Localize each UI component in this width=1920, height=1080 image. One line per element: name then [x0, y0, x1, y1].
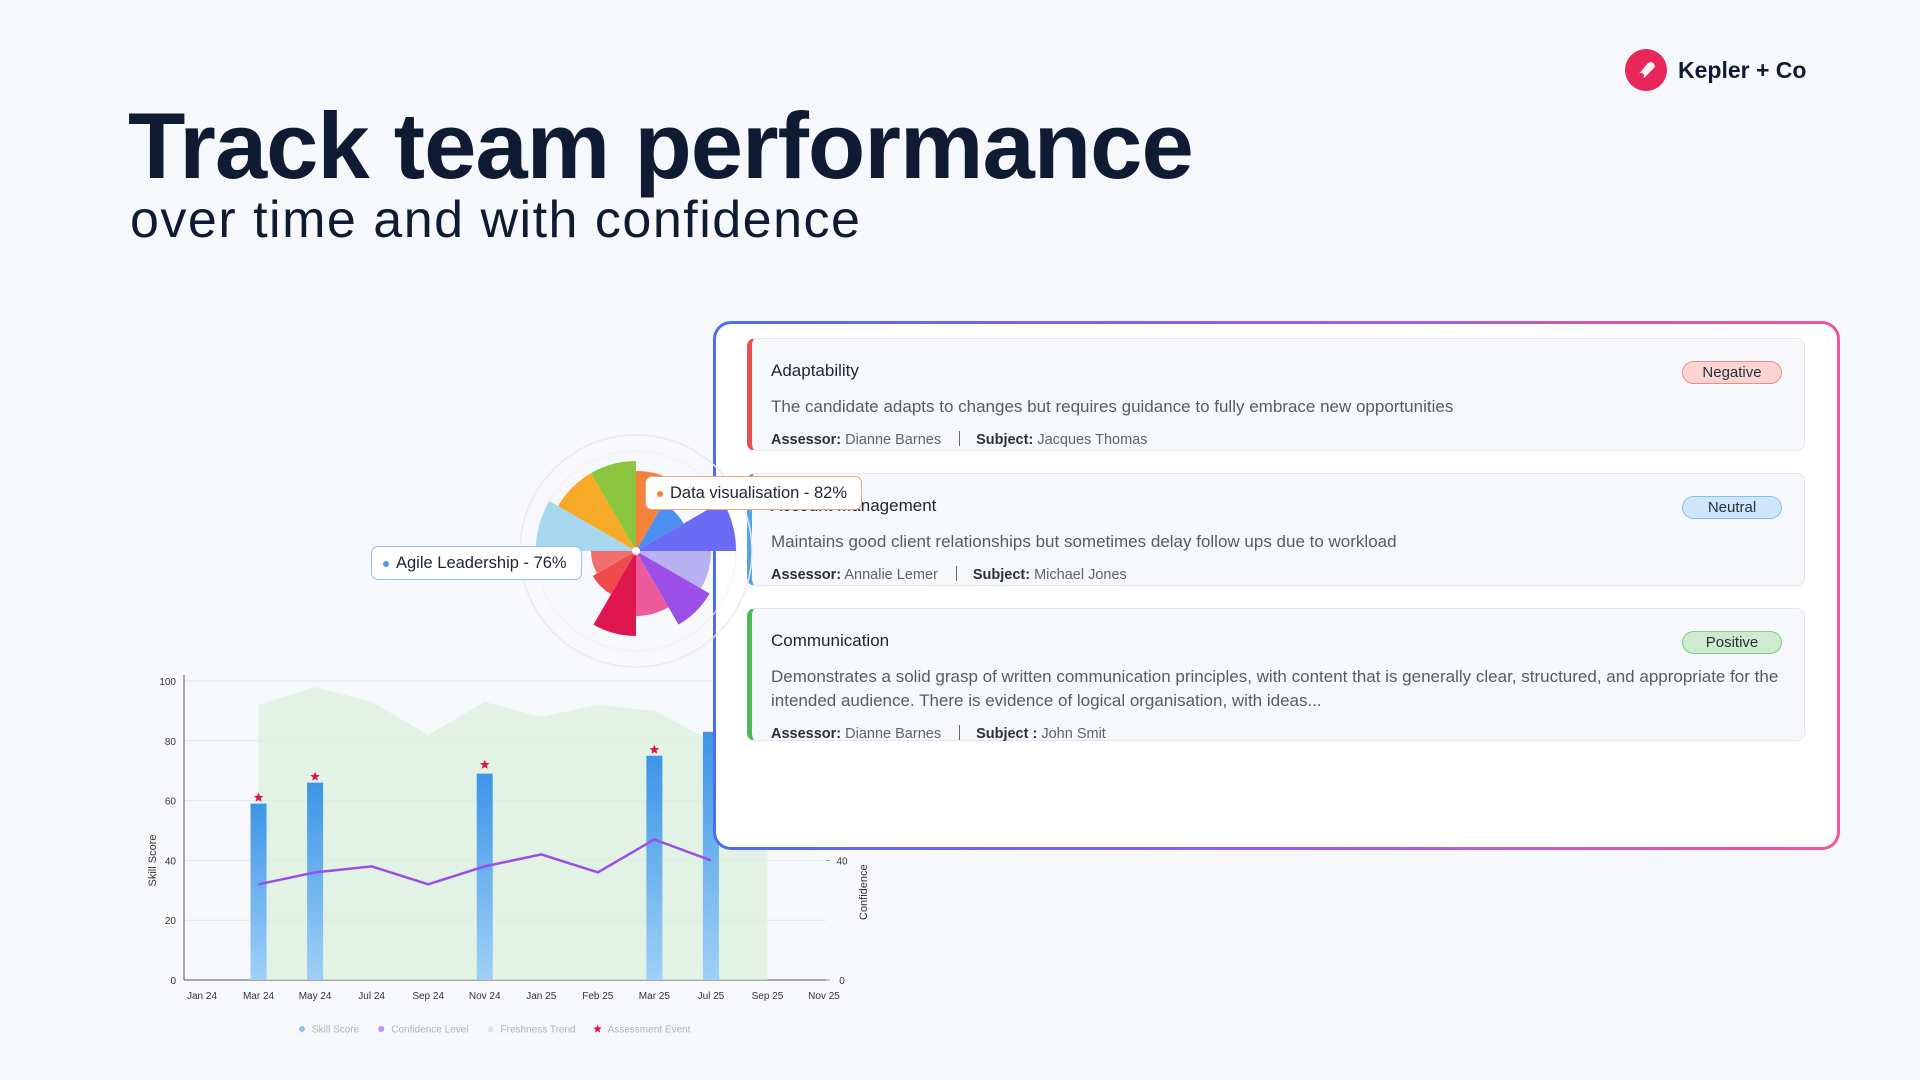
event-marker [253, 792, 264, 802]
legend-marker [299, 1026, 305, 1032]
wheel-slice[interactable] [592, 551, 636, 595]
feedback-meta: Assessor: Dianne Barnes Subject : John Sm… [771, 725, 1784, 742]
subject-label: Subject : [976, 726, 1038, 742]
wheel-slice[interactable] [636, 503, 684, 551]
feedback-title: Adaptability [771, 361, 859, 380]
legend-label: Freshness Trend [501, 1025, 576, 1036]
wheel-slice[interactable] [636, 551, 669, 616]
assessor-label: Assessor: [771, 567, 842, 583]
separator [955, 566, 957, 581]
subheadline: over time and with confidence [130, 191, 862, 249]
y-axis-title: Skill Score [147, 835, 159, 887]
assessor-label: Assessor: [771, 726, 842, 742]
y-tick-label: 80 [165, 737, 177, 748]
brand[interactable]: Kepler + Co [1624, 48, 1806, 92]
feedback-meta: Assessor: Annalie Lemer Subject: Michael … [771, 566, 1784, 583]
wheel-tooltip: Agile Leadership - 76% [371, 546, 582, 580]
bar [476, 773, 493, 980]
wheel-slice[interactable] [636, 551, 712, 589]
line [258, 838, 712, 886]
sentiment-badge: Negative [1682, 361, 1782, 384]
subject-label: Subject: [976, 432, 1034, 448]
area [258, 686, 768, 980]
wheel-slice[interactable] [636, 501, 736, 551]
legend-label: Confidence Level [391, 1025, 468, 1036]
brand-logo [1625, 49, 1667, 91]
brand-name: Kepler + Co [1678, 56, 1807, 83]
subject-name: Michael Jones [1034, 567, 1127, 583]
assessor-label: Assessor: [771, 432, 842, 448]
wheel-slice[interactable] [591, 461, 636, 551]
x-tick-label: Jul 25 [698, 991, 725, 1002]
x-tick-label: Mar 24 [243, 991, 275, 1002]
x-tick-label: Jul 24 [358, 991, 385, 1002]
feedback-list: Adaptability Negative The candidate adapts… [716, 324, 1837, 847]
wheel-slice[interactable] [558, 473, 636, 551]
headline: Track team performance [128, 93, 1194, 198]
feedback-panel: Adaptability Negative The candidate adapts… [713, 321, 1840, 850]
feedback-card: Adaptability Negative The candidate adapts… [747, 338, 1805, 451]
wheel-tooltip: Data visualisation - 82% [645, 476, 863, 510]
feedback-card: Account Management Neutral Maintains good … [747, 473, 1805, 586]
event-marker [480, 759, 490, 769]
x-tick-label: Mar 25 [639, 991, 671, 1002]
y2-axis-title: Confidence [858, 864, 870, 920]
feedback-text: The candidate adapts to changes but requ… [771, 397, 1454, 416]
legend-marker [378, 1026, 385, 1032]
y-tick-label: 60 [165, 797, 177, 808]
wheel-slice[interactable] [593, 551, 637, 636]
legend-marker [593, 1024, 602, 1033]
feedback-text: Demonstrates a solid grasp of written co… [771, 667, 1779, 710]
assessor-name: Annalie Lemer [844, 567, 938, 583]
x-tick-label: May 24 [299, 991, 332, 1002]
feedback-title: Communication [771, 631, 890, 650]
x-tick-label: Jan 24 [187, 991, 217, 1002]
wheel-center [632, 547, 640, 555]
event-marker [649, 744, 660, 754]
feedback-meta: Assessor: Dianne Barnes Subject: Jacques … [771, 431, 1784, 448]
feedback-text: Maintains good client relationships but … [771, 532, 1397, 551]
assessor-name: Dianne Barnes [845, 726, 942, 742]
y2-tick-label: 40 [836, 856, 848, 867]
skill-chart: 02040608010004050Skill ScoreConfidenceJa… [147, 675, 870, 1036]
wheel-slice[interactable] [591, 551, 636, 574]
sentiment-badge: Positive [1682, 631, 1782, 654]
y-tick-label: 0 [170, 976, 176, 987]
separator [959, 431, 961, 446]
feedback-card: Communication Positive Demonstrates a soli… [747, 608, 1805, 742]
y-tick-label: 40 [165, 856, 177, 867]
separator [959, 725, 961, 740]
subject-label: Subject: [972, 567, 1031, 583]
x-tick-label: Nov 24 [469, 991, 501, 1002]
bar [307, 782, 324, 980]
x-tick-label: Feb 25 [582, 991, 614, 1002]
legend-label: Skill Score [312, 1025, 360, 1036]
feedback-title: Account Management [771, 496, 937, 515]
legend-marker [487, 1026, 494, 1032]
x-tick-label: Sep 25 [752, 991, 784, 1002]
x-tick-label: Jan 25 [526, 991, 556, 1002]
wheel-slice[interactable] [536, 501, 636, 551]
event-marker [310, 771, 320, 781]
legend-label: Assessment Event [608, 1025, 691, 1036]
wheel-slice[interactable] [636, 551, 710, 625]
y-tick-label: 20 [165, 916, 177, 927]
assessor-name: Dianne Barnes [845, 432, 942, 448]
x-tick-label: Sep 24 [412, 991, 444, 1002]
subject-name: Jacques Thomas [1037, 432, 1148, 448]
y-tick-label: 100 [159, 677, 176, 688]
sentiment-badge: Neutral [1682, 496, 1782, 519]
bar [646, 755, 663, 980]
subject-name: John Smit [1041, 726, 1106, 742]
y2-tick-label: 0 [839, 976, 845, 987]
bar [250, 803, 267, 980]
x-tick-label: Nov 25 [808, 991, 840, 1002]
